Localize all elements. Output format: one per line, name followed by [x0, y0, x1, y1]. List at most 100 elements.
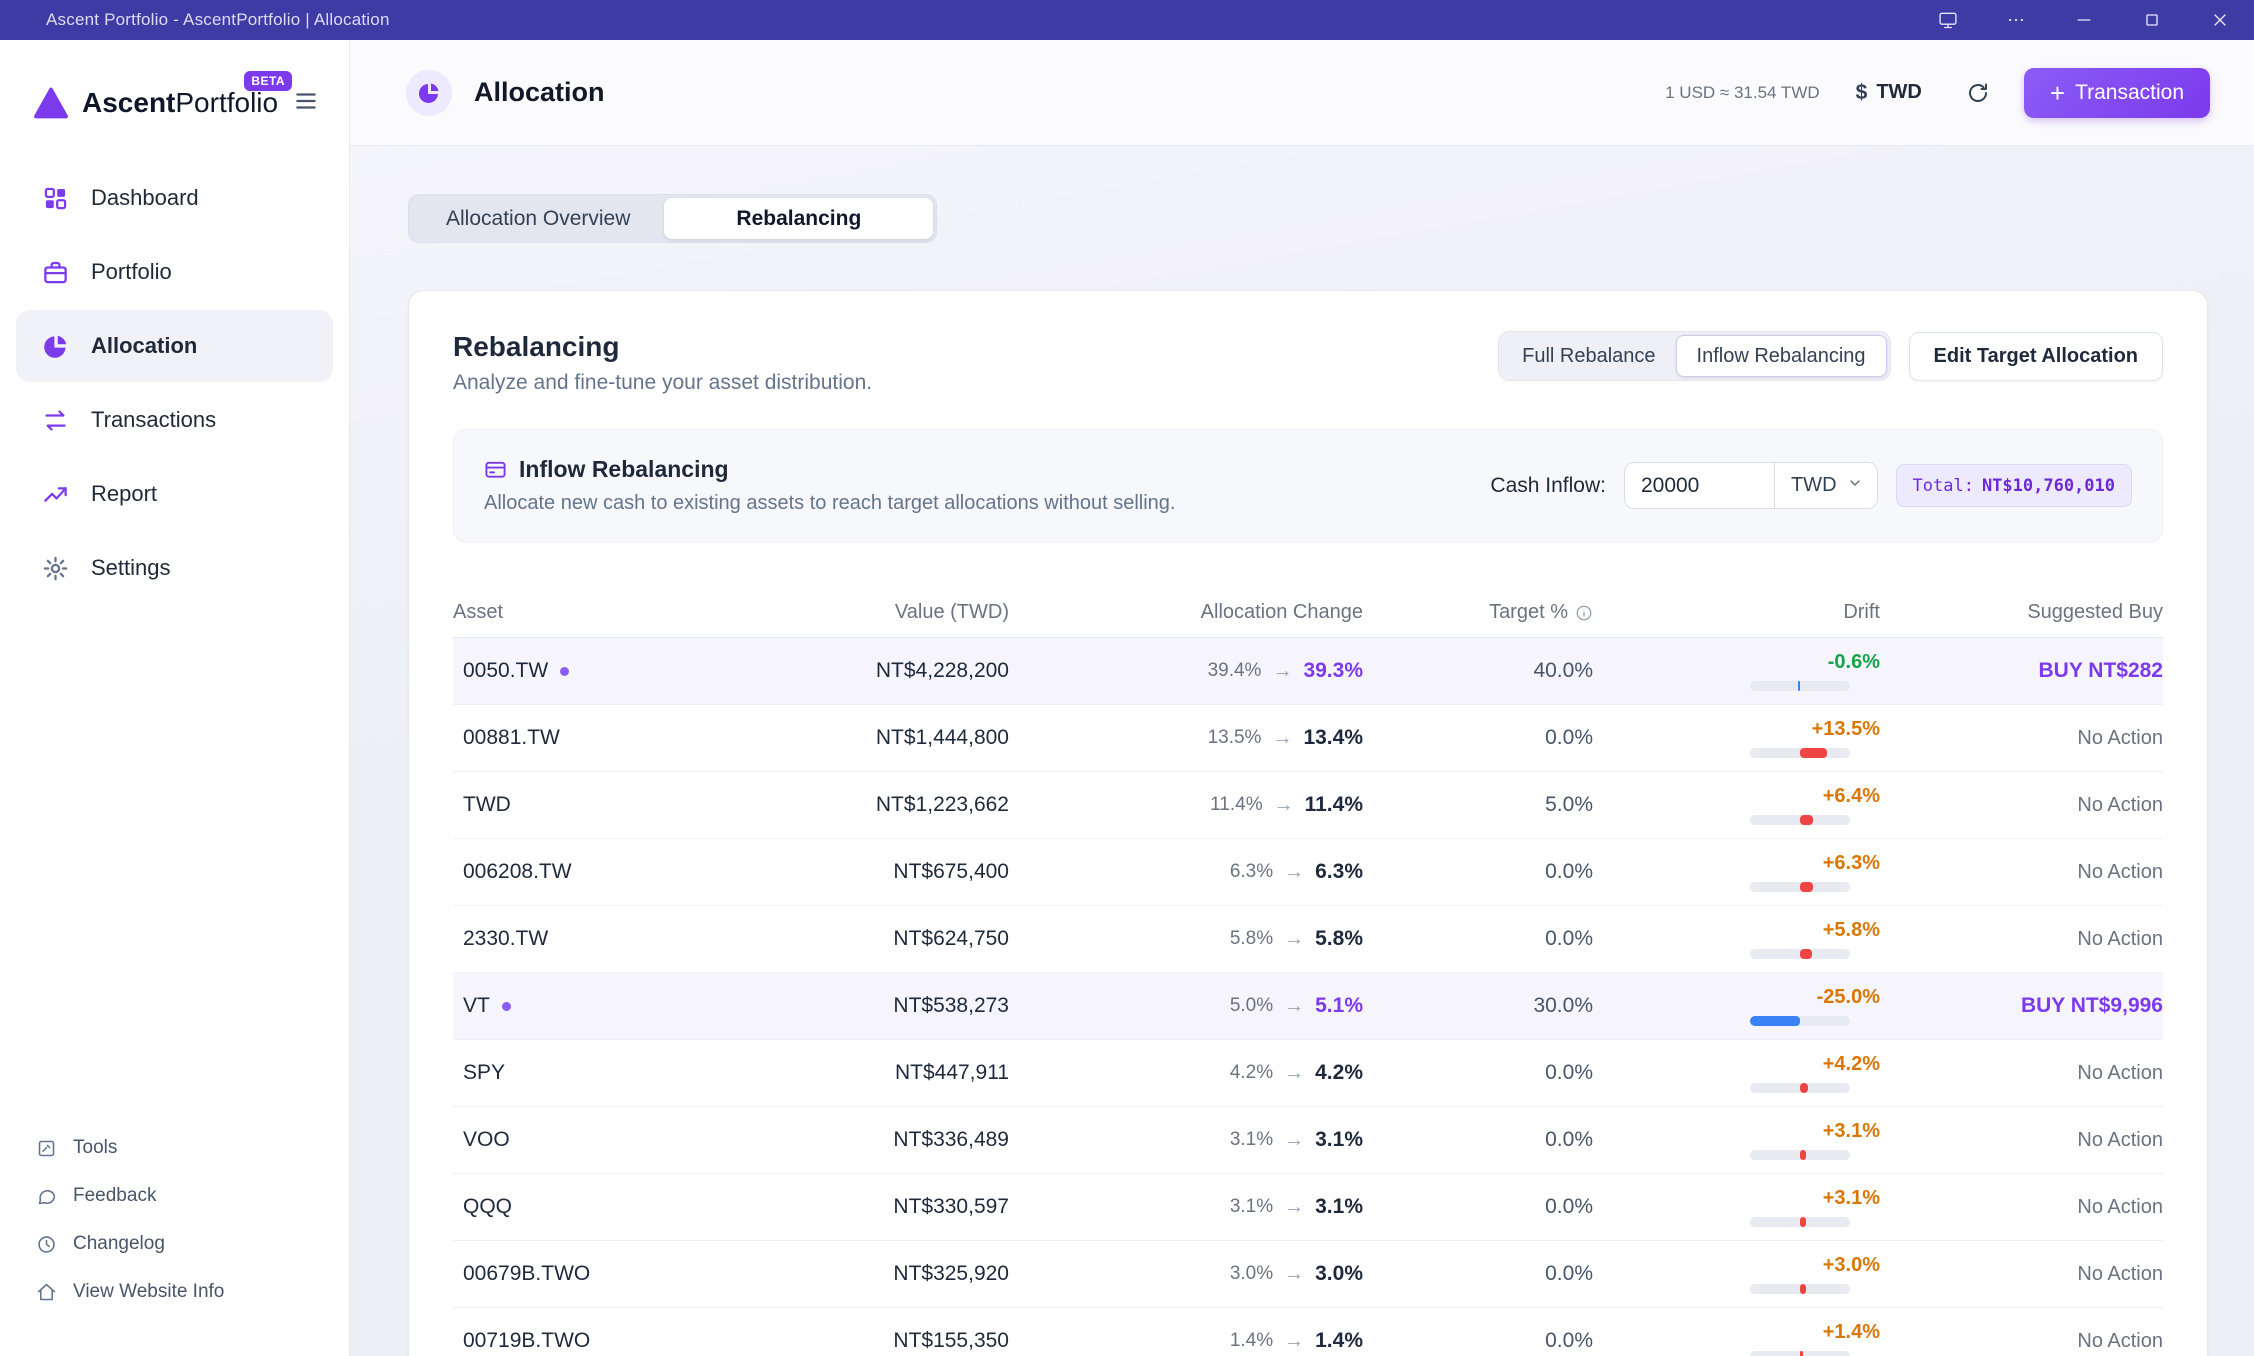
- info-icon[interactable]: [1575, 604, 1593, 622]
- inflow-panel-title: Inflow Rebalancing: [519, 456, 729, 482]
- arrow-right-icon: [1284, 1330, 1304, 1353]
- plus-icon: +: [2049, 77, 2066, 108]
- drift-value: +6.4%: [1822, 785, 1880, 807]
- currency-label: TWD: [1876, 81, 1922, 103]
- asset-name: QQQ: [463, 1195, 513, 1218]
- suggested-action: BUY NT$9,996: [2020, 994, 2163, 1017]
- sidebar-item-label: Portfolio: [91, 259, 172, 284]
- tools-icon: [36, 1138, 57, 1159]
- cash-inflow-input[interactable]: [1623, 462, 1774, 509]
- drift-bar-fill: [1800, 882, 1813, 892]
- main-area: Allocation 1 USD ≈ 31.54 TWD $ TWD + Tra…: [350, 40, 2254, 1356]
- card-title: Rebalancing: [453, 331, 620, 362]
- rebalance-mode-toggle: Full Rebalance Inflow Rebalancing: [1498, 331, 1891, 381]
- allocation-new: 1.4%: [1315, 1329, 1363, 1352]
- swap-arrows-icon: [42, 407, 69, 434]
- target-percent: 0.0%: [1545, 1262, 1593, 1285]
- drift-bar-fill: [1800, 815, 1813, 825]
- footer-item-label: Tools: [73, 1137, 118, 1158]
- drift-bar-fill: [1798, 681, 1800, 691]
- table-row[interactable]: VT NT$538,273 5.0% 5.1% 30.0% -25.0% BUY…: [453, 973, 2163, 1040]
- sidebar-item-dashboard[interactable]: Dashboard: [16, 162, 333, 234]
- tab-allocation-overview[interactable]: Allocation Overview: [446, 206, 631, 230]
- drift-value: +4.2%: [1822, 1053, 1880, 1075]
- col-target: Target %: [1489, 601, 1593, 624]
- sidebar-item-settings[interactable]: Settings: [16, 532, 333, 604]
- sidebar-item-label: Report: [91, 481, 158, 506]
- page-title: Allocation: [474, 77, 605, 107]
- target-asset-dot: [501, 1001, 511, 1011]
- table-row[interactable]: 00719B.TWO NT$155,350 1.4% 1.4% 0.0% +1.…: [453, 1308, 2163, 1356]
- close-button[interactable]: [2206, 6, 2234, 34]
- currency-selector[interactable]: $ TWD: [1846, 73, 1932, 113]
- suggested-action: No Action: [2077, 927, 2163, 950]
- add-transaction-button[interactable]: + Transaction: [2023, 67, 2210, 118]
- sidebar: AscentPortfolio BETA Dashboard: [0, 40, 350, 1356]
- asset-value: NT$325,920: [893, 1262, 1009, 1285]
- drift-cell: +5.8%: [1750, 919, 1880, 959]
- drift-value: +3.1%: [1822, 1120, 1880, 1142]
- table-row[interactable]: VOO NT$336,489 3.1% 3.1% 0.0% +3.1% No A…: [453, 1107, 2163, 1174]
- table-row[interactable]: 00881.TW NT$1,444,800 13.5% 13.4% 0.0% +…: [453, 705, 2163, 772]
- refresh-icon[interactable]: [1958, 73, 1998, 113]
- tab-rebalancing[interactable]: Rebalancing: [664, 198, 934, 239]
- drift-value: +6.3%: [1822, 852, 1880, 874]
- table-row[interactable]: 0050.TW NT$4,228,200 39.4% 39.3% 40.0% -…: [453, 638, 2163, 705]
- drift-cell: +3.1%: [1750, 1120, 1880, 1160]
- allocation-new: 6.3%: [1315, 860, 1363, 883]
- edit-target-allocation-button[interactable]: Edit Target Allocation: [1908, 331, 2163, 381]
- dollar-icon: $: [1855, 80, 1868, 104]
- drift-bar-fill: [1750, 1016, 1800, 1026]
- table-header: Asset Value (TWD) Allocation Change Targ…: [453, 588, 2163, 638]
- drift-bar: [1750, 681, 1850, 691]
- target-percent: 30.0%: [1533, 994, 1593, 1017]
- sidebar-item-tools[interactable]: Tools: [36, 1124, 315, 1172]
- sidebar-item-report[interactable]: Report: [16, 458, 333, 530]
- sidebar-toggle-icon[interactable]: [293, 88, 319, 119]
- suggested-action: No Action: [2077, 1262, 2163, 1285]
- sidebar-item-feedback[interactable]: Feedback: [36, 1172, 315, 1220]
- sidebar-item-transactions[interactable]: Transactions: [16, 384, 333, 456]
- maximize-button[interactable]: [2138, 6, 2166, 34]
- drift-bar-fill: [1800, 949, 1812, 959]
- table-row[interactable]: 00679B.TWO NT$325,920 3.0% 3.0% 0.0% +3.…: [453, 1241, 2163, 1308]
- minimize-button[interactable]: [2070, 6, 2098, 34]
- table-row[interactable]: TWD NT$1,223,662 11.4% 11.4% 5.0% +6.4% …: [453, 772, 2163, 839]
- screen-share-icon[interactable]: [1934, 6, 1962, 34]
- drift-value: +5.8%: [1822, 919, 1880, 941]
- allocation-old: 6.3%: [1229, 861, 1274, 882]
- allocation-change: 3.1% 3.1%: [1230, 1195, 1363, 1219]
- table-row[interactable]: SPY NT$447,911 4.2% 4.2% 0.0% +4.2% No A…: [453, 1040, 2163, 1107]
- asset-value: NT$155,350: [893, 1329, 1009, 1352]
- table-row[interactable]: QQQ NT$330,597 3.1% 3.1% 0.0% +3.1% No A…: [453, 1174, 2163, 1241]
- drift-bar: [1750, 748, 1850, 758]
- drift-value: -0.6%: [1827, 651, 1880, 673]
- total-value: NT$10,760,010: [1981, 475, 2115, 496]
- allocation-new: 39.3%: [1303, 659, 1363, 682]
- allocation-change: 1.4% 1.4%: [1230, 1329, 1363, 1353]
- sidebar-item-changelog[interactable]: Changelog: [36, 1220, 315, 1268]
- card-subtitle: Analyze and fine-tune your asset distrib…: [453, 371, 873, 394]
- history-clock-icon: [36, 1234, 57, 1255]
- allocation-change: 13.5% 13.4%: [1208, 726, 1363, 750]
- asset-name: 00881.TW: [463, 726, 560, 749]
- arrow-right-icon: [1284, 1129, 1304, 1152]
- drift-bar-fill: [1800, 1351, 1803, 1356]
- table-row[interactable]: 006208.TW NT$675,400 6.3% 6.3% 0.0% +6.3…: [453, 839, 2163, 906]
- allocation-new: 4.2%: [1315, 1061, 1363, 1084]
- sidebar-item-portfolio[interactable]: Portfolio: [16, 236, 333, 308]
- sidebar-item-allocation[interactable]: Allocation: [16, 310, 333, 382]
- more-options-icon[interactable]: [2002, 6, 2030, 34]
- allocation-new: 11.4%: [1304, 793, 1363, 816]
- inflow-rebalancing-panel: Inflow Rebalancing Allocate new cash to …: [453, 429, 2163, 542]
- allocation-old: 3.0%: [1229, 1263, 1274, 1284]
- sidebar-item-view-website-info[interactable]: View Website Info: [36, 1268, 315, 1316]
- drift-bar: [1750, 815, 1850, 825]
- cash-inflow-currency-select[interactable]: TWD: [1773, 462, 1878, 509]
- asset-name: 006208.TW: [463, 860, 572, 883]
- allocation-old: 5.8%: [1229, 928, 1274, 949]
- mode-full-rebalance[interactable]: Full Rebalance: [1522, 344, 1656, 367]
- table-row[interactable]: 2330.TW NT$624,750 5.8% 5.8% 0.0% +5.8% …: [453, 906, 2163, 973]
- mode-inflow-rebalancing[interactable]: Inflow Rebalancing: [1675, 335, 1887, 377]
- chat-bubble-icon: [36, 1186, 57, 1207]
